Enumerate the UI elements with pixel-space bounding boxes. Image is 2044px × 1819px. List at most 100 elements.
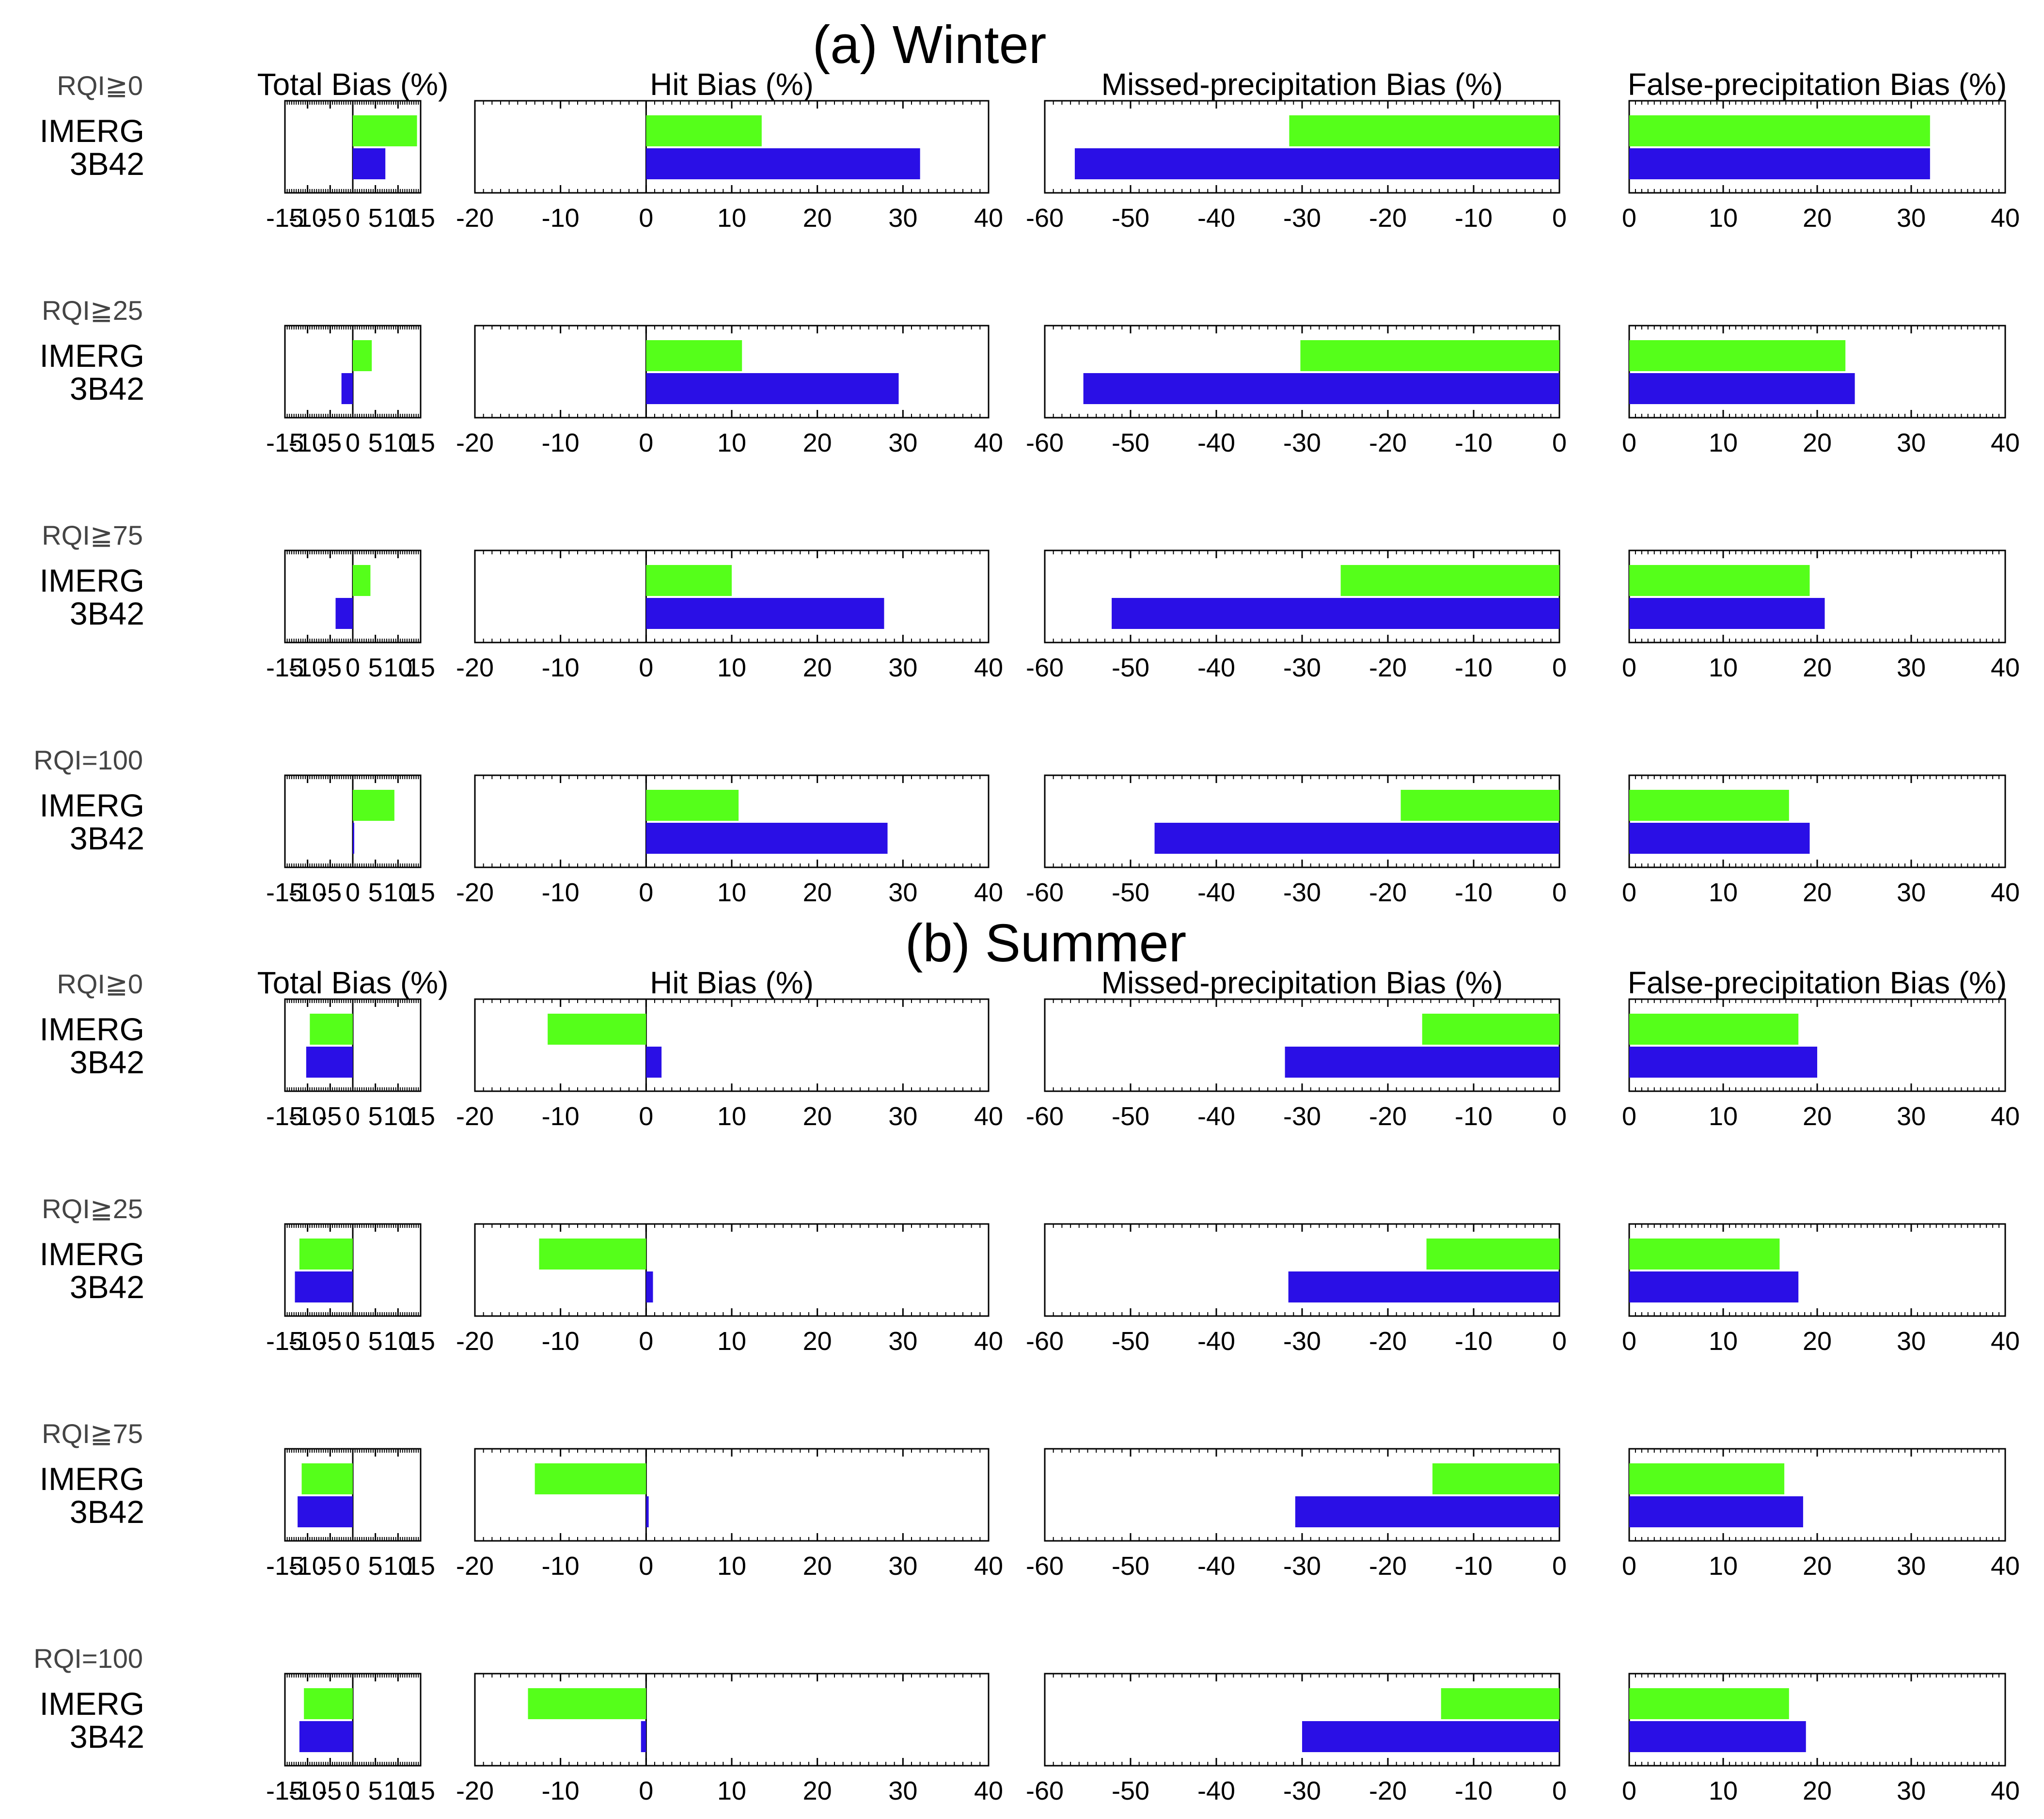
tick-label: -10: [542, 1327, 580, 1356]
tick-label: -10: [1455, 1552, 1493, 1581]
bar-3b42: [1629, 598, 1825, 629]
bar-imerg: [301, 1463, 353, 1494]
rqi-label: RQI≧0: [57, 70, 143, 101]
tick-label: -5: [318, 428, 342, 457]
tick-label: 0: [1622, 653, 1636, 682]
tick-label: -30: [1283, 204, 1321, 233]
tick-label: -20: [1369, 428, 1407, 457]
panel-frame: [474, 998, 990, 1092]
bar-imerg: [353, 790, 394, 821]
bar-imerg: [1629, 1239, 1780, 1270]
tick-label: 0: [1552, 653, 1567, 682]
tick-label: 10: [717, 428, 746, 457]
tick-label: 0: [1622, 878, 1636, 907]
tick-label: 40: [974, 1552, 1003, 1581]
tick-label: 10: [383, 204, 412, 233]
tick-label: 10: [717, 204, 746, 233]
tick-label: -10: [1455, 428, 1493, 457]
tick-label: 40: [974, 204, 1003, 233]
bar-imerg: [1432, 1463, 1559, 1494]
tick-label: -10: [289, 1552, 327, 1581]
bar-imerg: [1629, 1014, 1799, 1045]
tick-label: -50: [1112, 1552, 1149, 1581]
bar-3b42: [646, 1496, 649, 1527]
tick-label: 20: [803, 204, 832, 233]
tick-label: -10: [289, 204, 327, 233]
tick-label: -30: [1283, 1552, 1321, 1581]
tick-label: 20: [1803, 653, 1832, 682]
tick-label: 0: [1622, 1776, 1636, 1805]
tick-label: 10: [717, 653, 746, 682]
tick-label: 20: [1803, 428, 1832, 457]
tick-label: 10: [1709, 1552, 1738, 1581]
tick-label: 20: [803, 878, 832, 907]
bar-3b42: [353, 823, 354, 854]
tick-label: 30: [888, 428, 917, 457]
panel-frame: [474, 1673, 990, 1767]
tick-label: -20: [456, 653, 494, 682]
tick-label: 15: [406, 1102, 435, 1131]
tick-label: -10: [542, 653, 580, 682]
bar-3b42: [646, 1271, 653, 1302]
tick-label: -10: [542, 878, 580, 907]
tick-label: -60: [1026, 878, 1064, 907]
tick-label: 5: [368, 1102, 383, 1131]
column-title-missed-precipitation-bias: Missed-precipitation Bias (%): [1101, 67, 1503, 102]
product-label-3b42: 3B42: [70, 371, 144, 407]
bar-imerg: [1629, 340, 1846, 371]
product-label-imerg: IMERG: [40, 113, 144, 149]
tick-label: 0: [639, 1102, 653, 1131]
rqi-label: RQI≧25: [42, 295, 143, 326]
bar-imerg: [1400, 790, 1559, 821]
tick-label: -20: [456, 1776, 494, 1805]
tick-label: -60: [1026, 1327, 1064, 1356]
bar-3b42: [353, 148, 386, 179]
tick-label: -40: [1197, 1776, 1235, 1805]
tick-label: 10: [1709, 204, 1738, 233]
tick-label: -30: [1283, 878, 1321, 907]
bar-3b42: [646, 148, 920, 179]
tick-label: -15: [266, 1552, 304, 1581]
tick-label: 40: [1991, 1327, 2020, 1356]
tick-label: -5: [318, 204, 342, 233]
bar-3b42: [1074, 148, 1559, 179]
bar-imerg: [1422, 1014, 1559, 1045]
tick-label: 0: [1552, 204, 1567, 233]
tick-label: 10: [383, 1102, 412, 1131]
tick-label: 10: [383, 1552, 412, 1581]
tick-label: -15: [266, 1102, 304, 1131]
tick-label: 10: [717, 1776, 746, 1805]
tick-label: 30: [1897, 1327, 1926, 1356]
product-label-imerg: IMERG: [40, 1236, 144, 1272]
tick-label: -20: [1369, 1776, 1407, 1805]
tick-label: 0: [1552, 1327, 1567, 1356]
product-label-3b42: 3B42: [70, 1269, 144, 1305]
tick-label: -10: [542, 1102, 580, 1131]
tick-label: -30: [1283, 1327, 1321, 1356]
tick-label: -20: [1369, 1102, 1407, 1131]
tick-label: -20: [456, 1327, 494, 1356]
tick-label: 30: [888, 1776, 917, 1805]
bar-imerg: [1441, 1688, 1559, 1719]
bar-3b42: [1285, 1047, 1559, 1078]
tick-label: 20: [1803, 878, 1832, 907]
tick-label: -10: [1455, 1776, 1493, 1805]
tick-label: 40: [974, 653, 1003, 682]
tick-label: -10: [289, 428, 327, 457]
tick-label: -20: [456, 1552, 494, 1581]
tick-label: 0: [1552, 878, 1567, 907]
tick-label: -40: [1197, 1327, 1235, 1356]
product-label-imerg: IMERG: [40, 1011, 144, 1047]
tick-label: 10: [717, 1552, 746, 1581]
section-title-winter: (a) Winter: [813, 15, 1047, 75]
tick-label: -5: [318, 1102, 342, 1131]
tick-label: -10: [289, 1102, 327, 1131]
tick-label: 0: [639, 653, 653, 682]
tick-label: -30: [1283, 1102, 1321, 1131]
bar-imerg: [310, 1014, 353, 1045]
tick-label: -20: [456, 428, 494, 457]
tick-label: 20: [803, 1327, 832, 1356]
bar-imerg: [1629, 1463, 1785, 1494]
bar-3b42: [341, 373, 353, 404]
bar-imerg: [1289, 115, 1559, 146]
